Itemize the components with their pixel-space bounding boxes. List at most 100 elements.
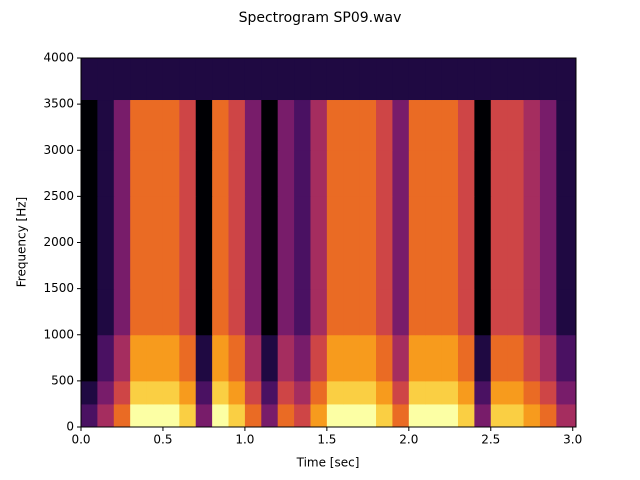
heatmap-cell (408, 58, 426, 101)
heatmap-cell (277, 58, 295, 101)
heatmap-cell (162, 380, 180, 405)
heatmap-cell (408, 196, 426, 243)
heatmap-cell (179, 334, 197, 382)
heatmap-cell (146, 99, 164, 151)
heatmap-cell (507, 150, 525, 197)
heatmap-cell (97, 242, 115, 290)
heatmap-cell (130, 99, 148, 151)
heatmap-cell (130, 288, 148, 336)
heatmap-cell (212, 196, 230, 243)
heatmap-cell (359, 242, 377, 290)
heatmap-cell (523, 403, 541, 428)
heatmap-cell (523, 58, 541, 101)
heatmap-cell (490, 288, 508, 336)
heatmap-cell (244, 58, 262, 101)
heatmap-cell (326, 99, 344, 151)
heatmap-cell (162, 150, 180, 197)
heatmap-cell (294, 288, 311, 336)
heatmap-cell (441, 334, 459, 382)
heatmap-cell (146, 403, 164, 428)
heatmap-cell (81, 403, 98, 428)
heatmap-cell (376, 150, 393, 197)
y-tick-label: 1000 (43, 327, 74, 341)
heatmap-cell (523, 196, 541, 243)
heatmap-cell (392, 150, 410, 197)
heatmap-cell (474, 150, 492, 197)
heatmap-cell (244, 150, 262, 197)
heatmap-cell (539, 150, 557, 197)
heatmap-cell (507, 334, 525, 382)
chart-title: Spectrogram SP09.wav (239, 10, 402, 26)
heatmap-cell (212, 99, 230, 151)
heatmap-cell (326, 196, 344, 243)
heatmap-cell (162, 242, 180, 290)
heatmap-cell (277, 288, 295, 336)
heatmap-cell (359, 380, 377, 405)
heatmap-cell (556, 380, 577, 405)
heatmap-cell (179, 403, 197, 428)
heatmap-cell (179, 242, 197, 290)
heatmap-cell (425, 196, 443, 243)
heatmap-cell (392, 403, 410, 428)
heatmap-cell (294, 58, 311, 101)
heatmap-cell (310, 242, 328, 290)
heatmap-cell (146, 58, 164, 101)
heatmap-cell (425, 242, 443, 290)
heatmap-cell (244, 403, 262, 428)
heatmap-cell (294, 334, 311, 382)
heatmap-cell (343, 58, 361, 101)
heatmap-cell (212, 403, 230, 428)
heatmap-cell (425, 403, 443, 428)
heatmap-cell (474, 58, 492, 101)
heatmap-cell (179, 99, 197, 151)
heatmap-cell (376, 58, 393, 101)
heatmap-cell (162, 196, 180, 243)
heatmap-cell (228, 150, 246, 197)
heatmap-cell (408, 403, 426, 428)
heatmap-cell (408, 242, 426, 290)
heatmap-cell (310, 58, 328, 101)
heatmap-cell (195, 288, 213, 336)
heatmap-cell (212, 58, 230, 101)
heatmap-cell (277, 242, 295, 290)
heatmap-cell (408, 380, 426, 405)
heatmap-cell (261, 99, 279, 151)
heatmap-cell (244, 196, 262, 243)
heatmap-cell (146, 380, 164, 405)
heatmap-cell (474, 196, 492, 243)
heatmap-cell (97, 58, 115, 101)
heatmap-cell (277, 403, 295, 428)
heatmap-cell (244, 380, 262, 405)
heatmap-cell (343, 403, 361, 428)
heatmap-cell (343, 334, 361, 382)
heatmap-cell (343, 99, 361, 151)
heatmap-cell (441, 150, 459, 197)
heatmap-cell (457, 58, 475, 101)
heatmap-cell (326, 288, 344, 336)
heatmap-cell (474, 334, 492, 382)
heatmap-cell (490, 58, 508, 101)
heatmap-cell (310, 334, 328, 382)
heatmap-cell (228, 242, 246, 290)
heatmap-cell (376, 196, 393, 243)
heatmap-cell (457, 380, 475, 405)
heatmap-cell (556, 99, 577, 151)
heatmap-cell (146, 242, 164, 290)
heatmap-cell (441, 242, 459, 290)
heatmap-cell (261, 334, 279, 382)
heatmap-cell (392, 380, 410, 405)
heatmap-cell (162, 288, 180, 336)
heatmap-cell (310, 150, 328, 197)
heatmap-cell (81, 99, 98, 151)
y-tick-label: 3000 (43, 143, 74, 157)
heatmap-cell (392, 196, 410, 243)
heatmap-cell (228, 403, 246, 428)
heatmap-cell (113, 58, 131, 101)
heatmap-cell (130, 196, 148, 243)
heatmap-cell (294, 99, 311, 151)
heatmap-cell (113, 288, 131, 336)
heatmap-cell (113, 196, 131, 243)
heatmap-cell (212, 288, 230, 336)
heatmap-cell (441, 403, 459, 428)
heatmap-cell (539, 403, 557, 428)
